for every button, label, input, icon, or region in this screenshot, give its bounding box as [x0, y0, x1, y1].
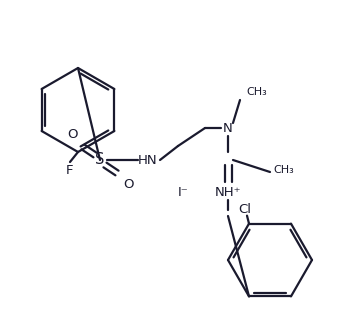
Text: NH⁺: NH⁺: [215, 186, 241, 198]
Text: CH₃: CH₃: [246, 87, 267, 97]
Text: O: O: [67, 129, 77, 141]
Text: I⁻: I⁻: [177, 186, 188, 198]
Text: S: S: [95, 153, 105, 168]
Text: F: F: [66, 163, 74, 176]
Text: HN: HN: [138, 154, 158, 167]
Text: N: N: [223, 121, 233, 134]
Text: Cl: Cl: [238, 203, 252, 216]
Text: CH₃: CH₃: [274, 165, 294, 175]
Text: O: O: [123, 178, 133, 192]
